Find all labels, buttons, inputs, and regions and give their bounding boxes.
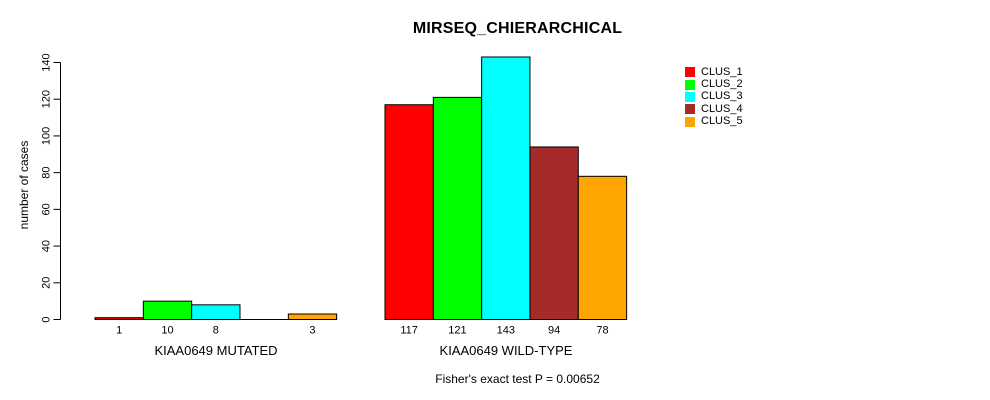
legend-label: CLUS_5 bbox=[701, 115, 743, 128]
legend-item-clus-5: CLUS_5 bbox=[685, 116, 743, 128]
bar-clus_5-mutated bbox=[287, 313, 338, 321]
bar-value-label: 143 bbox=[497, 325, 515, 337]
chart-title: MIRSEQ_CHIERARCHICAL bbox=[412, 20, 623, 37]
bar-value-label: 121 bbox=[448, 325, 466, 337]
legend-label: CLUS_2 bbox=[701, 78, 743, 91]
y-tick-label: 20 bbox=[41, 277, 53, 289]
bar-value-label: 117 bbox=[400, 325, 418, 337]
stat-annotation: Fisher's exact test P = 0.00652 bbox=[435, 372, 600, 386]
bar-value-label: 10 bbox=[161, 325, 173, 337]
y-tick-label: 60 bbox=[41, 203, 53, 215]
legend: CLUS_1 CLUS_2 CLUS_3 CLUS_4 CLUS_5 bbox=[685, 66, 743, 128]
bar-clus_1-wildtype bbox=[384, 104, 434, 320]
legend-swatch-clus-4 bbox=[685, 104, 695, 115]
y-tick-label: 120 bbox=[41, 90, 53, 108]
x-group-label-wildtype: KIAA0649 WILD-TYPE bbox=[439, 343, 573, 358]
bar-value-label: 78 bbox=[596, 325, 608, 337]
legend-label: CLUS_1 bbox=[701, 65, 743, 78]
bar-clus_3-mutated bbox=[191, 304, 241, 321]
legend-label: CLUS_3 bbox=[701, 90, 743, 103]
bar-clus_4-wildtype bbox=[529, 146, 579, 320]
bar-value-label: 94 bbox=[548, 325, 560, 337]
y-tick-label: 80 bbox=[41, 167, 53, 179]
y-tick-label: 40 bbox=[41, 240, 53, 252]
y-tick-label: 0 bbox=[41, 316, 53, 322]
bar-clus_1-mutated bbox=[94, 317, 144, 320]
legend-item-clus-2: CLUS_2 bbox=[685, 78, 743, 90]
bar-value-label: 8 bbox=[213, 325, 219, 337]
legend-item-clus-4: CLUS_4 bbox=[685, 103, 743, 115]
bar-clus_2-mutated bbox=[142, 300, 193, 320]
bar-value-label: 3 bbox=[309, 325, 315, 337]
bar-clus_5-wildtype bbox=[577, 175, 628, 320]
bar-clus_3-wildtype bbox=[481, 56, 531, 320]
y-tick-label: 140 bbox=[41, 53, 53, 71]
y-tick-label: 100 bbox=[41, 127, 53, 145]
legend-swatch-clus-2 bbox=[685, 79, 695, 90]
bar-value-label: 1 bbox=[116, 325, 122, 337]
legend-swatch-clus-3 bbox=[685, 91, 695, 102]
legend-swatch-clus-1 bbox=[685, 67, 695, 78]
legend-swatch-clus-5 bbox=[685, 116, 695, 127]
legend-label: CLUS_4 bbox=[701, 102, 743, 115]
legend-item-clus-3: CLUS_3 bbox=[685, 91, 743, 103]
bar-clus_2-wildtype bbox=[432, 96, 483, 320]
x-group-label-mutated: KIAA0649 MUTATED bbox=[154, 343, 278, 358]
legend-item-clus-1: CLUS_1 bbox=[685, 66, 743, 78]
